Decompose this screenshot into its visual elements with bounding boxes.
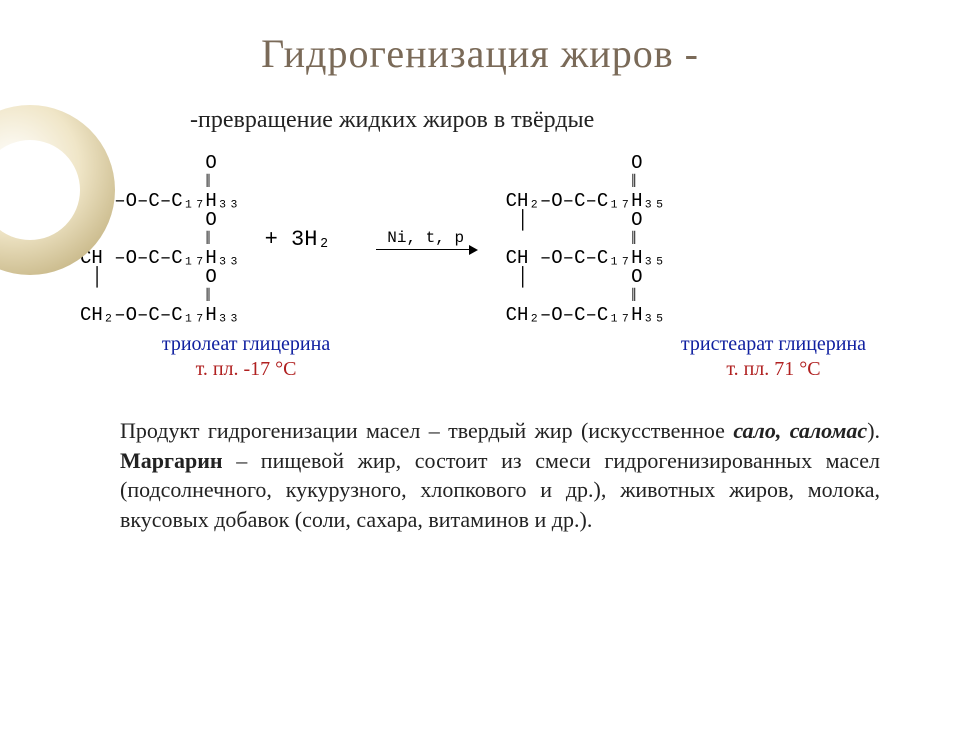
product-label: тристеарат глицерина	[627, 333, 920, 356]
reactant-mp: т. пл. -17 °C	[80, 358, 412, 381]
slide-title: Гидрогенизация жиров -	[0, 30, 960, 77]
product-structure: O ‖ CH₂–O–C–C₁₇H₃₅ │ O ‖ CH –O–C–C₁₇H₃₅ …	[506, 154, 666, 325]
body-text-2: ).	[867, 418, 880, 443]
body-paragraph: Продукт гидрогенизации масел – твердый ж…	[120, 416, 880, 535]
reaction-scheme: O ‖ CH₂–O–C–C₁₇H₃₃ │ O ‖ CH –O–C–C₁₇H₃₃ …	[80, 154, 920, 325]
compound-labels: триолеат глицерина тристеарат глицерина	[80, 333, 920, 356]
subtitle-dash: -	[190, 107, 198, 133]
reaction-arrow: Ni, t, p	[376, 229, 476, 250]
body-bold-margarine: Маргарин	[120, 448, 223, 473]
reaction-conditions: Ni, t, p	[387, 229, 464, 247]
product-mp: т. пл. 71 °C	[627, 358, 920, 381]
body-bold-salo: сало, саломас	[733, 418, 867, 443]
struct-line: CH₂–O–C–C₁₇H₃₅	[506, 306, 666, 325]
reactant-label: триолеат глицерина	[80, 333, 412, 356]
spacer	[412, 358, 627, 381]
arrow-line	[376, 249, 476, 250]
subtitle: -превращение жидких жиров в твёрдые	[190, 107, 960, 134]
struct-line: CH₂–O–C–C₁₇H₃₃	[80, 306, 240, 325]
deco-circle	[0, 100, 120, 280]
spacer	[412, 333, 627, 356]
body-text-1: Продукт гидрогенизации масел – твердый ж…	[120, 418, 733, 443]
reaction-plus-h2: + 3H₂	[265, 227, 331, 252]
subtitle-text: превращение жидких жиров в твёрдые	[198, 107, 594, 133]
melting-points: т. пл. -17 °C т. пл. 71 °C	[80, 358, 920, 381]
body-text-3: – пищевой жир, состоит из смеси гидроген…	[120, 448, 880, 532]
